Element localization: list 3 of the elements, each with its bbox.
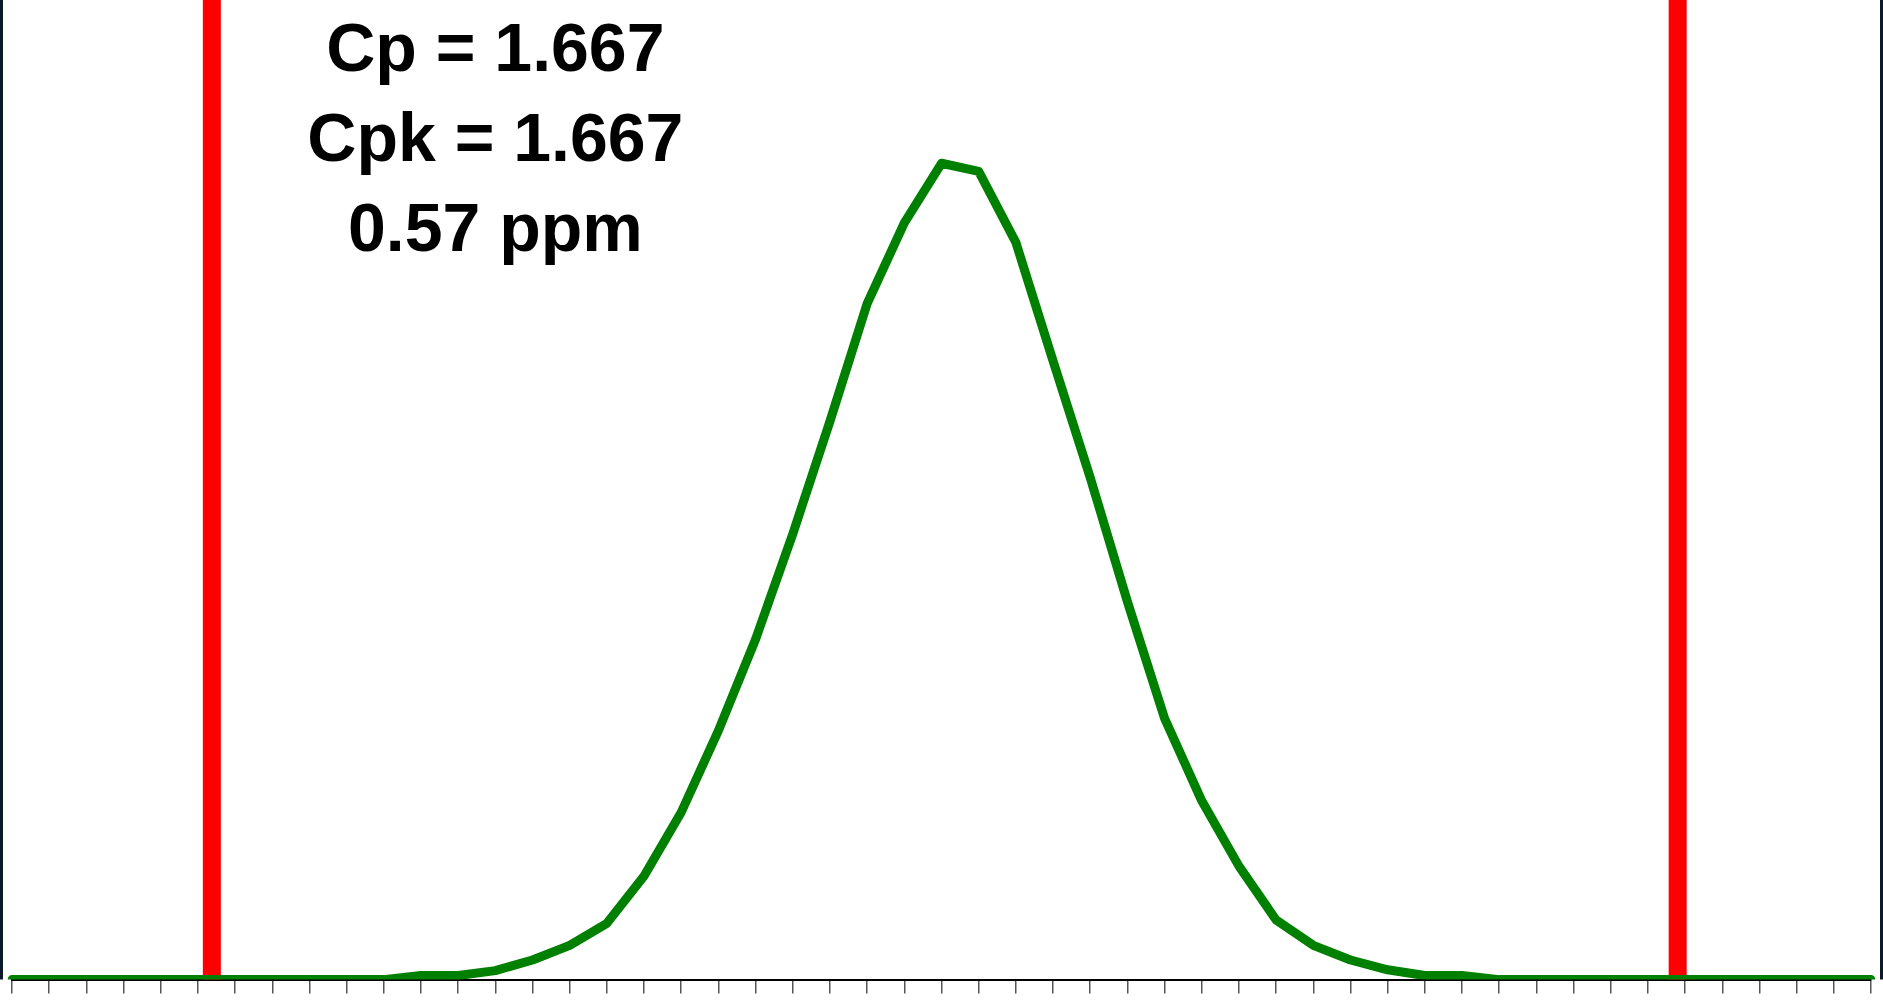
- annotation: 0.57 ppm: [347, 188, 643, 265]
- text: Cp = 1.667: [326, 8, 665, 85]
- annotation: Cpk = 1.667: [307, 98, 684, 175]
